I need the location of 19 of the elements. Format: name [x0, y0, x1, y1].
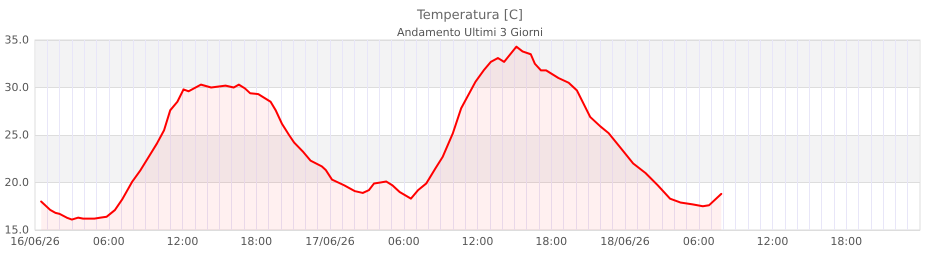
- x-tick-label: 06:00: [92, 235, 125, 248]
- x-tick-label: 16/06/26: [10, 235, 60, 248]
- x-tick-label: 18:00: [535, 235, 568, 248]
- x-tick-label: 18:00: [830, 235, 862, 248]
- x-tick-label: 17/06/26: [305, 235, 355, 248]
- chart-title: Temperatura [C]: [416, 8, 523, 23]
- y-tick-label: 25.0: [4, 128, 29, 142]
- chart-subtitle: Andamento Ultimi 3 Giorni: [396, 26, 544, 39]
- x-tick-label: 06:00: [682, 235, 715, 248]
- y-tick-label: 35.0: [4, 34, 29, 46]
- y-tick-label: 15.0: [4, 224, 29, 236]
- x-tick-label: 12:00: [166, 235, 198, 248]
- y-tick-label: 20.0: [4, 176, 29, 189]
- x-tick-label: 18:00: [240, 235, 272, 248]
- x-tick-label: 12:00: [462, 235, 494, 248]
- y-tick-label: 30.0: [4, 81, 29, 94]
- x-tick-label: 18/06/26: [600, 235, 650, 248]
- x-tick-label: 12:00: [756, 235, 788, 248]
- x-tick-label: 06:00: [388, 235, 420, 248]
